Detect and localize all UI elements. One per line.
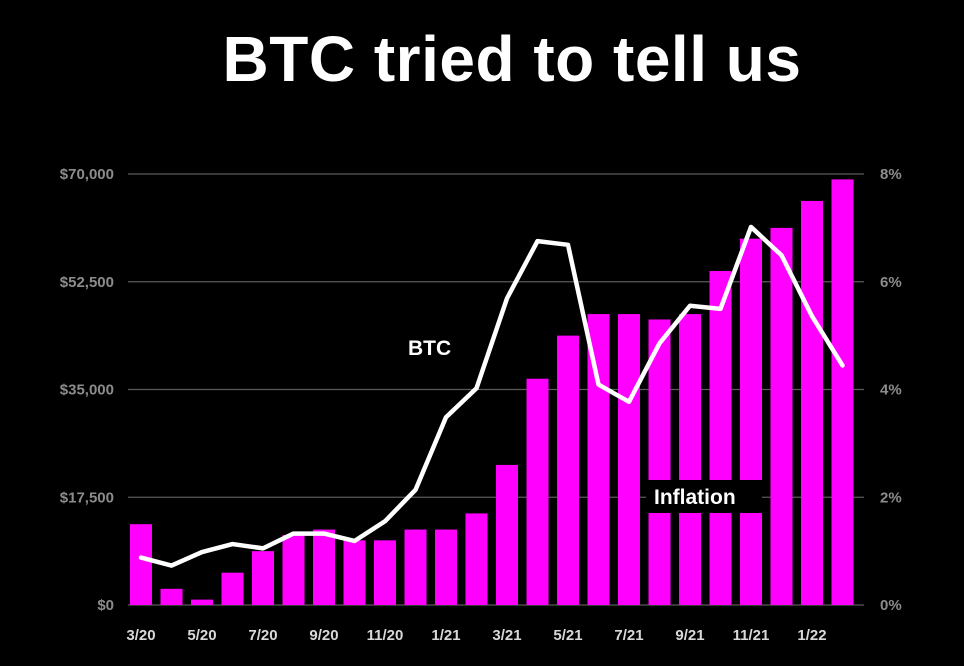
inflation-bar: [831, 179, 854, 605]
x-tick-label: 11/20: [367, 627, 404, 644]
btc-point: [749, 225, 753, 229]
inflation-bar: [496, 464, 518, 605]
inflation-bar: [709, 270, 732, 605]
btc-point: [597, 383, 600, 387]
y-right-tick-label: 4%: [880, 382, 902, 399]
btc-point: [688, 304, 692, 308]
btc-point: [505, 296, 509, 300]
btc-series-label: BTC: [408, 337, 451, 360]
series-labels: BTC Inflation: [408, 337, 762, 513]
x-tick-label: 9/20: [309, 627, 338, 644]
inflation-bar: [191, 599, 213, 605]
y-right-tick-label: 2%: [880, 489, 902, 506]
inflation-bar: [801, 200, 823, 605]
btc-point: [292, 532, 295, 536]
inflation-bar: [770, 227, 793, 605]
inflation-bar: [465, 513, 488, 605]
inflation-bar: [404, 529, 427, 605]
y-left-tick-label: $0: [97, 597, 114, 614]
inflation-bar: [618, 314, 640, 605]
btc-point: [353, 539, 356, 543]
y-right-tick-label: 0%: [880, 597, 902, 614]
x-tick-label: 3/20: [126, 627, 155, 644]
x-tick-label: 1/21: [431, 627, 460, 644]
inflation-bar: [526, 378, 549, 605]
y-left-tick-label: $52,500: [60, 274, 114, 291]
btc-point: [627, 400, 631, 404]
btc-point: [383, 519, 387, 523]
btc-point: [658, 341, 661, 345]
chart-title: BTC tried to tell us: [222, 23, 802, 95]
btc-point: [261, 546, 265, 550]
btc-point: [231, 542, 234, 546]
x-tick-label: 5/21: [553, 627, 582, 644]
y-right-tick-label: 8%: [880, 166, 902, 183]
inflation-label-box: [646, 480, 762, 513]
x-tick-label: 1/22: [797, 627, 826, 644]
inflation-bar: [374, 540, 396, 605]
btc-point: [810, 314, 814, 318]
btc-point: [170, 564, 173, 568]
x-tick-label: 9/21: [675, 627, 704, 644]
btc-line: [138, 224, 845, 568]
btc-point: [536, 239, 539, 243]
btc-point: [322, 532, 326, 536]
y-left-tick-label: $35,000: [60, 382, 114, 399]
y-right-tick-label: 6%: [880, 274, 902, 291]
btc-point: [566, 243, 570, 247]
inflation-bar: [648, 319, 671, 605]
btc-price-line: [138, 224, 845, 568]
inflation-bar: [343, 540, 366, 605]
btc-point: [719, 307, 722, 311]
x-tick-label: 11/21: [733, 627, 770, 644]
inflation-bar: [557, 335, 579, 605]
x-tick-label: 7/21: [614, 627, 643, 644]
inflation-bar: [435, 529, 457, 605]
inflation-series-label: Inflation: [654, 486, 736, 509]
btc-point: [200, 550, 204, 554]
btc-point: [841, 363, 844, 367]
inflation-bar: [130, 524, 152, 605]
inflation-bar: [252, 551, 274, 605]
y-left-tick-label: $70,000: [60, 166, 114, 183]
inflation-bar: [282, 534, 305, 605]
btc-point: [414, 488, 417, 492]
inflation-bar: [740, 238, 762, 605]
x-tick-label: 5/20: [187, 627, 216, 644]
inflation-bar: [221, 572, 244, 605]
btc-point: [139, 556, 143, 560]
x-tick-label: 3/21: [492, 627, 521, 644]
btc-point: [475, 386, 478, 390]
inflation-bar: [679, 314, 701, 605]
y-left-tick-label: $17,500: [60, 489, 114, 506]
x-tick-label: 7/20: [248, 627, 277, 644]
btc-point: [444, 415, 448, 419]
btc-point: [780, 253, 783, 257]
axis-labels: $0 0% $17,500 2% $35,000 4% $52,500 6% $70,000 8%…: [60, 166, 902, 644]
inflation-bar: [313, 529, 335, 605]
inflation-bar: [160, 588, 183, 605]
inflation-bars: [130, 179, 854, 605]
